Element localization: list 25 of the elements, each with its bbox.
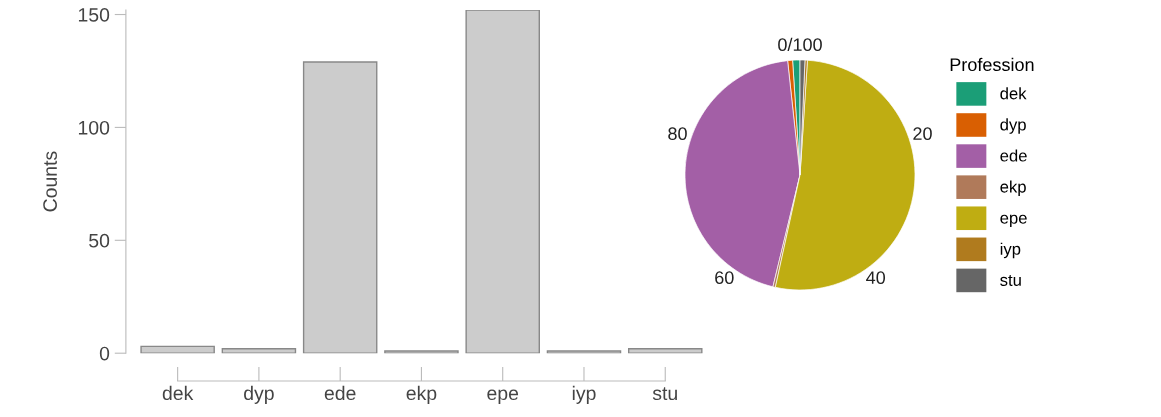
x-tick-label: ede <box>324 385 356 401</box>
legend-label: ekp <box>1000 180 1026 196</box>
legend-label: iyp <box>1000 242 1021 259</box>
x-tick-label: stu <box>652 387 677 401</box>
text: 20 <box>913 127 932 141</box>
y-tick-label: 100 <box>78 120 110 135</box>
x-tick-label: ekp <box>406 385 437 404</box>
x-tick-label: dyp <box>244 385 274 404</box>
y-axis-title: Counts <box>43 151 57 212</box>
text: 40 <box>866 271 886 285</box>
y-tick-label: 150 <box>78 7 110 22</box>
x-tick-label: dek <box>162 385 194 401</box>
text: 60 <box>715 271 734 285</box>
legend-label: dyp <box>1000 118 1026 134</box>
y-tick-label: 50 <box>89 233 110 248</box>
legend-label: ede <box>1000 149 1027 162</box>
x-tick-label: epe <box>487 389 519 404</box>
legend-label: dek <box>1000 87 1027 100</box>
x-tick-label: iyp <box>572 385 596 404</box>
legend-label: stu <box>1000 275 1021 286</box>
legend-title: Profession <box>950 57 1034 72</box>
y-tick-label: 0 <box>99 346 110 361</box>
annotation: 80 <box>668 127 687 141</box>
legend-label: epe <box>1000 214 1027 228</box>
text: 0/100 <box>778 37 822 52</box>
